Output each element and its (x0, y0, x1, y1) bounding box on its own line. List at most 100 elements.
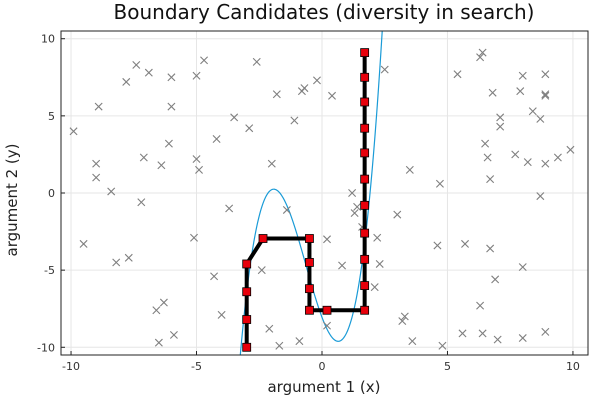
sample-point (486, 244, 495, 253)
y-tick-label: 0 (48, 187, 55, 200)
sample-point-stroke (518, 71, 527, 80)
sample-point-stroke (380, 65, 389, 74)
sample-point-stroke (481, 139, 490, 148)
sample-point-stroke (139, 153, 148, 162)
x-tick-label: 5 (444, 360, 451, 373)
sample-point (536, 192, 545, 201)
sample-point (300, 84, 309, 93)
sample-point (523, 158, 532, 167)
boundary-candidate-marker (360, 48, 370, 57)
sample-point-stroke (493, 335, 502, 344)
sample-point (438, 341, 447, 350)
sample-point (405, 165, 414, 174)
sample-point-stroke (167, 102, 176, 111)
boundary-candidate-marker (360, 228, 370, 238)
x-axis-label: argument 1 (x) (267, 378, 380, 396)
sample-point-stroke (491, 275, 500, 284)
sample-point (282, 205, 291, 214)
sample-point (275, 341, 284, 350)
sample-point-stroke (461, 239, 470, 248)
sample-point (353, 202, 362, 211)
sample-point-stroke (169, 330, 178, 339)
sample-point (94, 102, 103, 111)
sample-point-stroke (453, 70, 462, 79)
sample-point (453, 70, 462, 79)
sample-point-stroke (438, 341, 447, 350)
sample-point-stroke (350, 209, 359, 218)
sample-point (210, 272, 219, 281)
chart-title: Boundary Candidates (diversity in search… (114, 0, 535, 24)
sample-point-stroke (541, 327, 550, 336)
boundary-candidate-marker (258, 234, 268, 243)
sample-point-stroke (476, 53, 485, 62)
sample-point-stroke (483, 153, 492, 162)
sample-point-stroke (192, 71, 201, 80)
sample-point (290, 116, 299, 125)
sample-point (511, 150, 520, 159)
sample-point-stroke (486, 175, 495, 184)
sample-point (380, 65, 389, 74)
sample-point-stroke (245, 124, 254, 133)
sample-point (212, 135, 221, 143)
sample-point (476, 53, 485, 62)
sample-point-stroke (200, 56, 209, 65)
sample-point-stroke (478, 48, 487, 57)
sample-point (553, 153, 562, 162)
sample-point (312, 76, 321, 85)
sample-point-stroke (79, 239, 88, 248)
sample-point (323, 321, 331, 330)
sample-point-stroke (353, 202, 362, 211)
sample-point-stroke (541, 91, 550, 100)
sample-point-stroke (157, 161, 166, 170)
sample-point (159, 298, 168, 307)
sample-point-stroke (370, 283, 379, 292)
sample-point-stroke (295, 337, 304, 346)
boundary-candidate-marker (360, 97, 370, 107)
sample-point-stroke (210, 272, 219, 281)
sample-point-stroke (516, 87, 525, 96)
sample-point-stroke (267, 159, 276, 168)
boundary-candidate-marker (242, 342, 252, 352)
sample-point (483, 153, 492, 162)
sample-point (518, 334, 527, 343)
sample-point-stroke (541, 70, 550, 79)
sample-point (265, 324, 274, 333)
boundary-candidate-marker (305, 305, 314, 315)
boundary-candidate-marker (360, 200, 370, 210)
sample-point (338, 261, 347, 270)
sample-point (398, 317, 407, 326)
sample-point (154, 338, 163, 347)
sample-point (92, 173, 101, 182)
sample-point-stroke (282, 205, 291, 214)
sample-point-stroke (230, 113, 239, 122)
sample-point-stroke (290, 116, 299, 125)
sample-point (122, 77, 131, 86)
sample-point (230, 113, 239, 122)
sample-point (200, 56, 209, 65)
sample-point-stroke (265, 324, 274, 333)
sample-point (152, 306, 161, 315)
sample-point (348, 189, 357, 197)
sample-point (112, 258, 121, 267)
sample-point (493, 335, 502, 344)
sample-point-stroke (541, 90, 550, 99)
sample-point-stroke (190, 233, 198, 242)
sample-point (245, 124, 254, 133)
sample-point (164, 139, 173, 148)
x-tick-label: -5 (191, 360, 202, 373)
sample-point-stroke (164, 139, 173, 148)
sample-point-stroke (566, 145, 575, 154)
sample-point (488, 88, 497, 97)
boundary-candidate-marker (360, 148, 370, 158)
sample-point-stroke (488, 88, 497, 97)
sample-point-stroke (486, 244, 495, 253)
boundary-candidate-marker (305, 234, 314, 243)
sample-point-stroke (159, 298, 168, 307)
sample-point (486, 175, 495, 184)
sample-point (370, 283, 379, 292)
sample-point-stroke (393, 210, 402, 219)
sample-point (328, 91, 337, 100)
sample-point (478, 329, 487, 338)
sample-point-stroke (476, 301, 485, 310)
y-axis-label: argument 2 (y) (3, 143, 21, 256)
